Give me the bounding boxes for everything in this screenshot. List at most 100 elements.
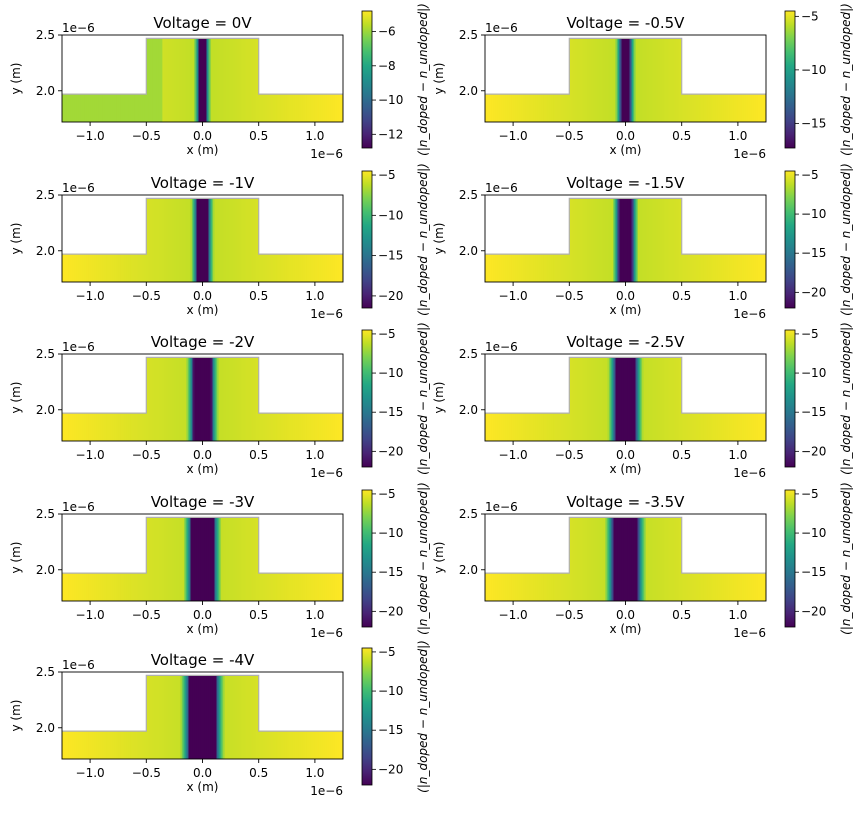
heatmap-cell: [256, 357, 260, 441]
colorbar-tick-label: −15: [378, 405, 403, 419]
heatmap-cell: [603, 198, 607, 282]
heatmap-cell: [575, 198, 578, 282]
heatmap-cell: [587, 198, 590, 282]
x-axis-label: x (m): [187, 143, 219, 157]
heatmap-cell: [176, 198, 180, 282]
heatmap-cell: [206, 675, 210, 759]
heatmap-cell: [190, 38, 194, 122]
heatmap-cell: [176, 38, 180, 122]
heatmap-cell: [609, 38, 613, 122]
heatmap-cell: [246, 675, 250, 759]
heatmap-cell: [647, 517, 651, 601]
colorbar-label: (|n_doped − n_undoped|): [416, 163, 430, 316]
heatmap-cell: [166, 38, 169, 122]
heatmap-cell: [150, 517, 153, 601]
heatmap-cell: [152, 198, 155, 282]
x-tick-label: 0.5: [672, 608, 691, 622]
heatmap-cell: [643, 198, 647, 282]
heatmap-cell: [583, 357, 586, 441]
heatmap-cell: [661, 38, 665, 122]
heatmap-cell: [202, 38, 206, 122]
heatmap-cell: [667, 198, 671, 282]
heatmap-cell: [641, 38, 645, 122]
heatmap-cell: [194, 198, 198, 282]
heatmap-cell: [162, 675, 165, 759]
heatmap-cell: [591, 517, 594, 601]
heatmap-cell: [148, 198, 151, 282]
heatmap-cell: [679, 38, 683, 122]
heatmap-cell: [611, 357, 615, 441]
heatmap-cell: [226, 517, 230, 601]
heatmap-cell: [635, 198, 639, 282]
heatmap-cell: [575, 38, 578, 122]
heatmap-cell: [240, 675, 244, 759]
heatmap-cell: [573, 357, 576, 441]
y-tick-label: 2.0: [36, 84, 55, 98]
heatmap-cell: [571, 357, 574, 441]
heatmap-cell: [256, 198, 260, 282]
heatmap-cell: [244, 675, 248, 759]
heatmap-cell: [180, 517, 184, 601]
heatmap-cell: [677, 198, 681, 282]
subplot-title: Voltage = -2V: [151, 333, 255, 351]
subplot-title: Voltage = -1V: [151, 174, 255, 192]
colorbar-tick-label: −10: [801, 366, 826, 380]
heatmap-cell: [633, 38, 637, 122]
heatmap-cell: [667, 38, 671, 122]
x-offset-label: 1e−6: [733, 147, 766, 161]
heatmap-cell: [176, 675, 180, 759]
heatmap-cell: [603, 517, 607, 601]
heatmap-cell: [220, 675, 224, 759]
heatmap-cell: [246, 198, 250, 282]
heatmap-cell: [250, 517, 254, 601]
heatmap-cell: [621, 198, 625, 282]
colorbar-tick-label: −10: [378, 526, 403, 540]
heatmap-cell: [617, 357, 621, 441]
heatmap-cell: [198, 675, 202, 759]
heatmap-cell: [218, 517, 222, 601]
heatmap-cell: [194, 675, 198, 759]
heatmap-cell: [240, 38, 244, 122]
heatmap-cell: [146, 38, 149, 122]
heatmap-cell: [234, 198, 238, 282]
heatmap-cell: [216, 675, 220, 759]
x-tick-label: −1.0: [76, 129, 105, 143]
heatmap-cell: [148, 38, 151, 122]
heatmap-cell: [198, 517, 202, 601]
colorbar-tick-label: −12: [378, 127, 403, 141]
heatmap-cell: [196, 357, 200, 441]
heatmap-cell: [252, 38, 256, 122]
colorbar-tick-label: −15: [801, 565, 826, 579]
heatmap-cell: [599, 38, 603, 122]
heatmap-cell: [150, 675, 153, 759]
heatmap-cell: [617, 198, 621, 282]
x-tick-label: 1.0: [728, 448, 747, 462]
colorbar-tick-label: −20: [801, 285, 826, 299]
heatmap-cell: [182, 198, 186, 282]
heatmap-cell: [194, 357, 198, 441]
colorbar: [361, 647, 373, 786]
heatmap-cell: [188, 198, 192, 282]
heatmap-cell: [160, 675, 163, 759]
heatmap-cell: [148, 357, 151, 441]
subplot-6: −1.0 −0.5 0.0 0.5 1.0 2.0 2.5 1e−6 1e−6 Voltage =…: [9, 482, 430, 640]
heatmap-cell: [649, 357, 653, 441]
x-tick-label: −1.0: [76, 766, 105, 780]
heatmap-cell: [256, 675, 260, 759]
colorbar-tick-label: −10: [801, 526, 826, 540]
heatmap-cell: [581, 38, 584, 122]
heatmap-cell: [619, 198, 623, 282]
colorbar-tick-label: −10: [378, 684, 403, 698]
heatmap-cell: [639, 517, 643, 601]
heatmap-cell: [625, 38, 629, 122]
colorbar-label: (|n_doped − n_undoped|): [839, 3, 853, 156]
rib-outline: [62, 197, 343, 255]
heatmap-cell: [192, 357, 196, 441]
heatmap-cell: [583, 517, 586, 601]
heatmap-cell: [172, 517, 175, 601]
heatmap-cell: [214, 38, 218, 122]
heatmap-cell: [234, 517, 238, 601]
heatmap-cell: [655, 357, 659, 441]
heatmap-cell: [194, 517, 198, 601]
